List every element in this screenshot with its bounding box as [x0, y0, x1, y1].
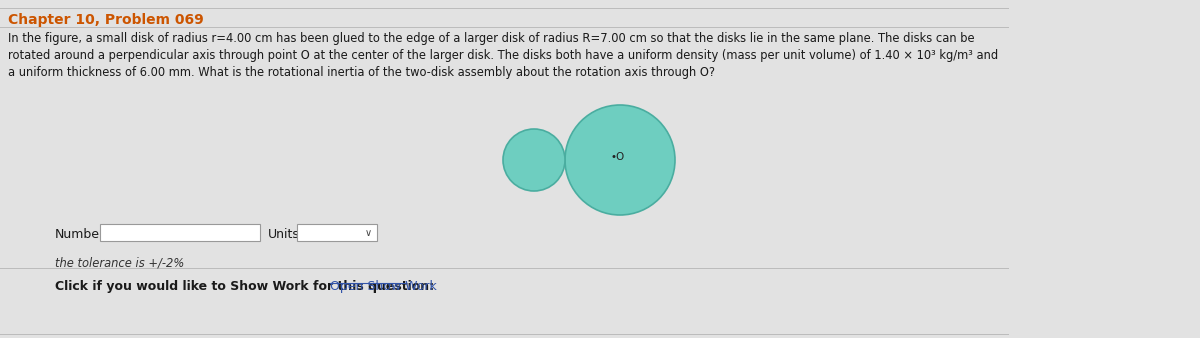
Circle shape — [565, 105, 674, 215]
FancyBboxPatch shape — [100, 224, 260, 241]
Text: rotated around a perpendicular axis through point O at the center of the larger : rotated around a perpendicular axis thro… — [8, 49, 998, 62]
Text: Chapter 10, Problem 069: Chapter 10, Problem 069 — [8, 13, 204, 27]
Text: Units: Units — [268, 228, 300, 241]
Text: ∨: ∨ — [365, 228, 372, 238]
Text: •O: •O — [610, 152, 624, 162]
Text: Click if you would like to Show Work for this question:: Click if you would like to Show Work for… — [55, 280, 434, 293]
Text: Open Show Work: Open Show Work — [330, 280, 437, 293]
FancyBboxPatch shape — [298, 224, 377, 241]
Text: a uniform thickness of 6.00 mm. What is the rotational inertia of the two-disk a: a uniform thickness of 6.00 mm. What is … — [8, 66, 715, 79]
Text: In the figure, a small disk of radius r=4.00 cm has been glued to the edge of a : In the figure, a small disk of radius r=… — [8, 32, 974, 45]
Text: the tolerance is +/-2%: the tolerance is +/-2% — [55, 256, 185, 269]
Circle shape — [503, 129, 565, 191]
Text: Number: Number — [55, 228, 106, 241]
